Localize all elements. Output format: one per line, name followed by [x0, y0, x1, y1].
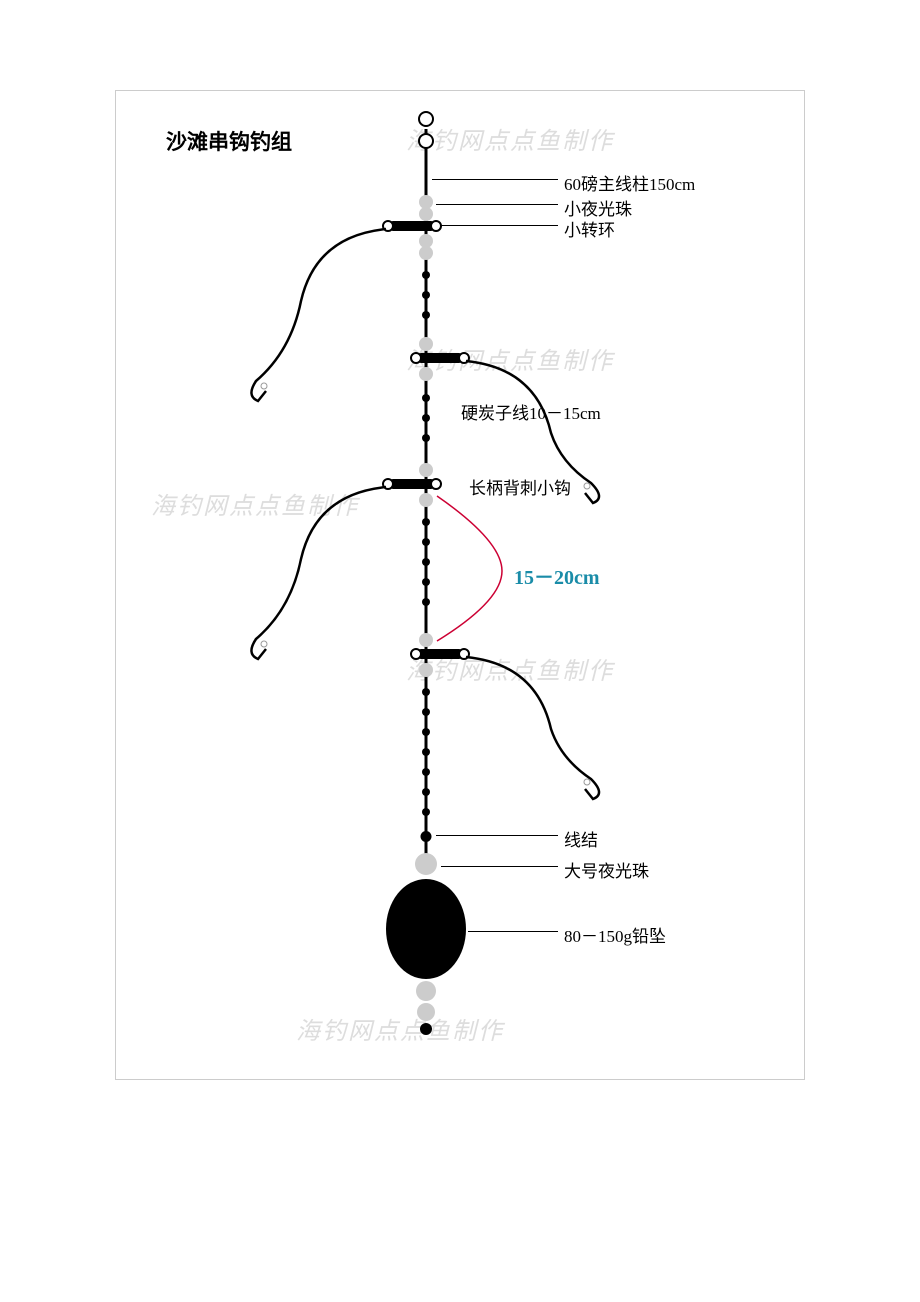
glow-bead-icon — [419, 463, 433, 477]
watermark: 海钓网点点鱼制作 — [296, 1011, 504, 1046]
stopper-bead-icon — [422, 808, 430, 816]
leader-label: 硬炭子线10－15cm — [461, 399, 601, 424]
large-glow-bead-icon — [415, 853, 437, 875]
stopper-bead-icon — [422, 688, 430, 696]
top-ring-icon — [418, 133, 434, 149]
glow-bead-icon — [419, 633, 433, 647]
stopper-bead-icon — [422, 558, 430, 566]
large-glow-bead-icon — [417, 1003, 435, 1021]
diagram-frame: 沙滩串钩钓组 海钓网点点鱼制作 海钓网点点鱼制作 海钓网点点鱼制作 海钓网点点鱼… — [115, 90, 805, 1080]
stopper-bead-icon — [422, 538, 430, 546]
knot-bead-icon — [421, 831, 432, 842]
swivel-ring-icon — [410, 648, 422, 660]
stopper-bead-icon — [422, 768, 430, 776]
watermark: 海钓网点点鱼制作 — [406, 121, 614, 156]
swivel-icon — [390, 479, 434, 489]
sinker-icon — [386, 879, 466, 979]
label-line — [441, 225, 558, 226]
hook-line-icon — [461, 649, 606, 839]
large-glow-bead-icon — [416, 981, 436, 1001]
stopper-bead-icon — [422, 728, 430, 736]
stopper-bead-icon — [422, 578, 430, 586]
glow-bead-icon — [419, 246, 433, 260]
stopper-bead-icon — [422, 394, 430, 402]
label-line — [441, 866, 558, 867]
swivel-ring-icon — [430, 220, 442, 232]
label-line — [432, 179, 558, 180]
swivel-icon — [390, 221, 434, 231]
stopper-bead-icon — [422, 414, 430, 422]
glow-bead-icon — [419, 207, 433, 221]
stopper-bead-icon — [422, 434, 430, 442]
top-ring-icon — [418, 111, 434, 127]
knot-label: 线结 — [564, 826, 598, 851]
glow-bead-icon — [419, 337, 433, 351]
stopper-bead-icon — [422, 311, 430, 319]
stopper-bead-icon — [422, 291, 430, 299]
main-line-label: 60磅主线柱150cm — [564, 170, 695, 195]
glow-bead-icon — [419, 493, 433, 507]
stopper-bead-icon — [422, 788, 430, 796]
large-glow-label: 大号夜光珠 — [564, 857, 649, 882]
bottom-bead-icon — [420, 1023, 432, 1035]
swivel-ring-icon — [410, 352, 422, 364]
hook-line-icon — [246, 479, 391, 669]
label-line — [468, 931, 558, 932]
hook-line-icon — [246, 221, 391, 411]
swivel-ring-icon — [430, 478, 442, 490]
stopper-bead-icon — [422, 271, 430, 279]
swivel-label: 小转环 — [564, 216, 615, 241]
glow-bead-icon — [419, 663, 433, 677]
rig-diagram: 沙滩串钩钓组 海钓网点点鱼制作 海钓网点点鱼制作 海钓网点点鱼制作 海钓网点点鱼… — [116, 91, 804, 1079]
stopper-bead-icon — [422, 708, 430, 716]
label-line — [436, 204, 558, 205]
stopper-bead-icon — [422, 518, 430, 526]
hook-label: 长柄背刺小钩 — [469, 474, 571, 499]
label-line — [436, 835, 558, 836]
spacing-label: 15－20cm — [514, 561, 600, 590]
glow-bead-icon — [419, 367, 433, 381]
spacing-curve-icon — [432, 491, 522, 651]
swivel-icon — [418, 353, 462, 363]
sinker-label: 80－150g铅坠 — [564, 922, 666, 947]
diagram-title: 沙滩串钩钓组 — [166, 126, 292, 156]
stopper-bead-icon — [422, 748, 430, 756]
stopper-bead-icon — [422, 598, 430, 606]
